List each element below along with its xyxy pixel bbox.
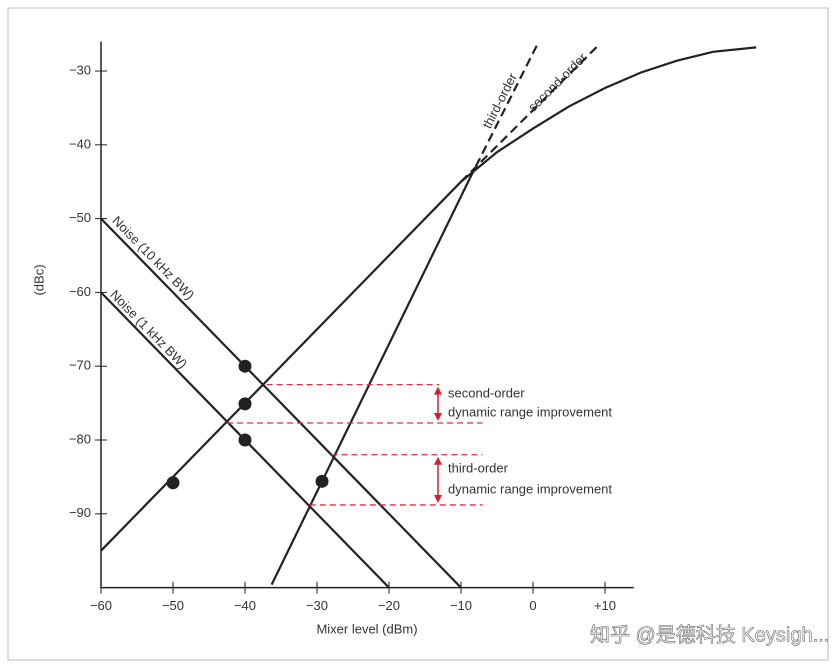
- y-tick-label: −90: [69, 505, 91, 520]
- arrow-head: [434, 494, 442, 503]
- annotation: third-order: [448, 460, 509, 475]
- line-label: Noise (10 kHz BW): [109, 213, 197, 303]
- y-tick-label: −40: [69, 136, 91, 151]
- data-point: [238, 433, 252, 447]
- x-tick-label: −50: [162, 598, 184, 613]
- data-point: [315, 474, 329, 488]
- data-point: [238, 359, 252, 373]
- x-tick-label: −30: [306, 598, 328, 613]
- annotation: second-order: [448, 385, 525, 400]
- x-tick-label: +10: [594, 598, 616, 613]
- x-tick-label: −40: [234, 598, 256, 613]
- annotation: dynamic range improvement: [448, 404, 612, 419]
- line: [270, 178, 471, 586]
- line-label: Noise (1 kHz BW): [107, 287, 190, 371]
- data-point: [238, 397, 252, 411]
- y-tick-label: −50: [69, 210, 91, 225]
- y-axis-label: (dBc): [31, 264, 46, 295]
- line: [100, 46, 757, 552]
- y-tick-label: −30: [69, 62, 91, 77]
- watermark: 知乎 @是德科技 Keysigh...: [590, 623, 829, 646]
- arrow-head: [434, 386, 442, 395]
- watermark-bg: [583, 620, 823, 652]
- dashed-line: [460, 42, 601, 183]
- annotation: dynamic range improvement: [448, 481, 612, 496]
- frame: [7, 7, 829, 661]
- y-tick-label: −60: [69, 284, 91, 299]
- line-label: second-order: [525, 49, 590, 114]
- line-label: third-order: [479, 70, 520, 131]
- arrow-head: [434, 456, 442, 465]
- x-tick-label: −60: [90, 598, 112, 613]
- line: [100, 217, 462, 589]
- x-tick-label: 0: [529, 598, 536, 613]
- arrow-head: [434, 413, 442, 422]
- x-tick-label: −20: [378, 598, 400, 613]
- x-axis-label: Mixer level (dBm): [316, 621, 417, 636]
- x-tick-label: −10: [450, 598, 472, 613]
- data-point: [166, 476, 180, 490]
- y-tick-label: −80: [69, 431, 91, 446]
- dashed-line: [468, 43, 539, 180]
- y-tick-label: −70: [69, 358, 91, 373]
